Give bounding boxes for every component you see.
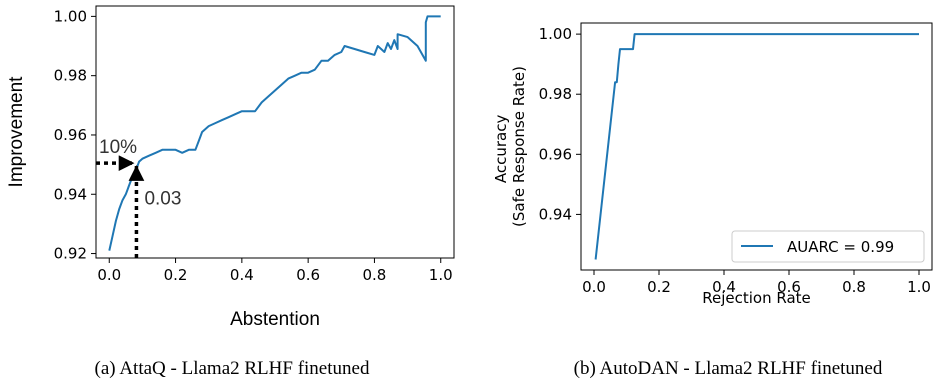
- chart-autodan-ylabel: Accuracy (Safe Response Rate): [492, 66, 528, 227]
- chart-attaq: 0.0 0.2 0.4 0.6 0.8 1.0 0.92 0.94 0.96 0.98 1.00 1…: [6, 5, 455, 379]
- x-tick-label: 0.0: [582, 278, 606, 296]
- y-tick-label: 0.96: [54, 126, 87, 144]
- chart-attaq-ylabel: Improvement: [6, 76, 27, 188]
- x-tick-label: 0.6: [777, 278, 801, 296]
- chart-attaq-caption: (a) AttaQ - Llama2 RLHF finetuned: [95, 358, 370, 379]
- y-tick-label: 0.98: [54, 67, 87, 85]
- chart-autodan-ticks: 0.0 0.2 0.4 0.6 0.8 1.0 0.94 0.96 0.98 1.00: [539, 25, 931, 296]
- y-tick-label: 0.94: [54, 185, 87, 203]
- chart-autodan-caption: (b) AutoDAN - Llama2 RLHF finetuned: [574, 358, 883, 379]
- x-tick-label: 0.6: [296, 266, 320, 284]
- y-tick-label: 1.00: [54, 7, 87, 25]
- y-tick-label: 0.94: [539, 205, 572, 223]
- chart-attaq-xlabel: Abstention: [230, 309, 320, 330]
- chart-autodan-line: [594, 33, 919, 260]
- chart-autodan-legend: AUARC = 0.99: [731, 230, 925, 263]
- series-line: [594, 33, 919, 260]
- improvement-annotation: 0.03: [144, 189, 181, 210]
- legend-box: [731, 230, 925, 263]
- y-tick-label: 0.96: [539, 145, 572, 163]
- chart-autodan-ylabel-line-1: Accuracy: [492, 115, 510, 184]
- series-line: [108, 15, 441, 251]
- chart-attaq-frame: [95, 5, 455, 259]
- y-tick-label: 1.00: [539, 25, 572, 43]
- legend-label: AUARC = 0.99: [787, 238, 894, 256]
- x-tick-label: 0.8: [842, 278, 866, 296]
- chart-autodan-xlabel: Rejection Rate: [702, 289, 811, 307]
- x-tick-label: 1.0: [429, 266, 453, 284]
- chart-attaq-line: [108, 15, 441, 251]
- chart-attaq-ticks: 0.0 0.2 0.4 0.6 0.8 1.0 0.92 0.94 0.96 0.98 1.00: [54, 7, 453, 284]
- chart-attaq-annotations: 10% 0.03: [96, 137, 181, 258]
- x-tick-label: 0.8: [363, 266, 387, 284]
- y-tick-label: 0.98: [539, 85, 572, 103]
- chart-autodan-ylabel-line-2: (Safe Response Rate): [510, 66, 528, 227]
- chart-autodan-frame: [580, 22, 933, 271]
- chart-autodan: 0.0 0.2 0.4 0.6 0.8 1.0 0.94 0.96 0.98 1.00 AUARC…: [492, 22, 933, 379]
- x-tick-label: 0.0: [97, 266, 121, 284]
- abstention-annotation: 10%: [99, 137, 137, 158]
- x-tick-label: 0.4: [712, 278, 736, 296]
- x-tick-label: 0.2: [647, 278, 671, 296]
- y-tick-label: 0.92: [54, 245, 87, 263]
- x-tick-label: 0.4: [230, 266, 254, 284]
- x-tick-label: 1.0: [907, 278, 931, 296]
- x-tick-label: 0.2: [164, 266, 188, 284]
